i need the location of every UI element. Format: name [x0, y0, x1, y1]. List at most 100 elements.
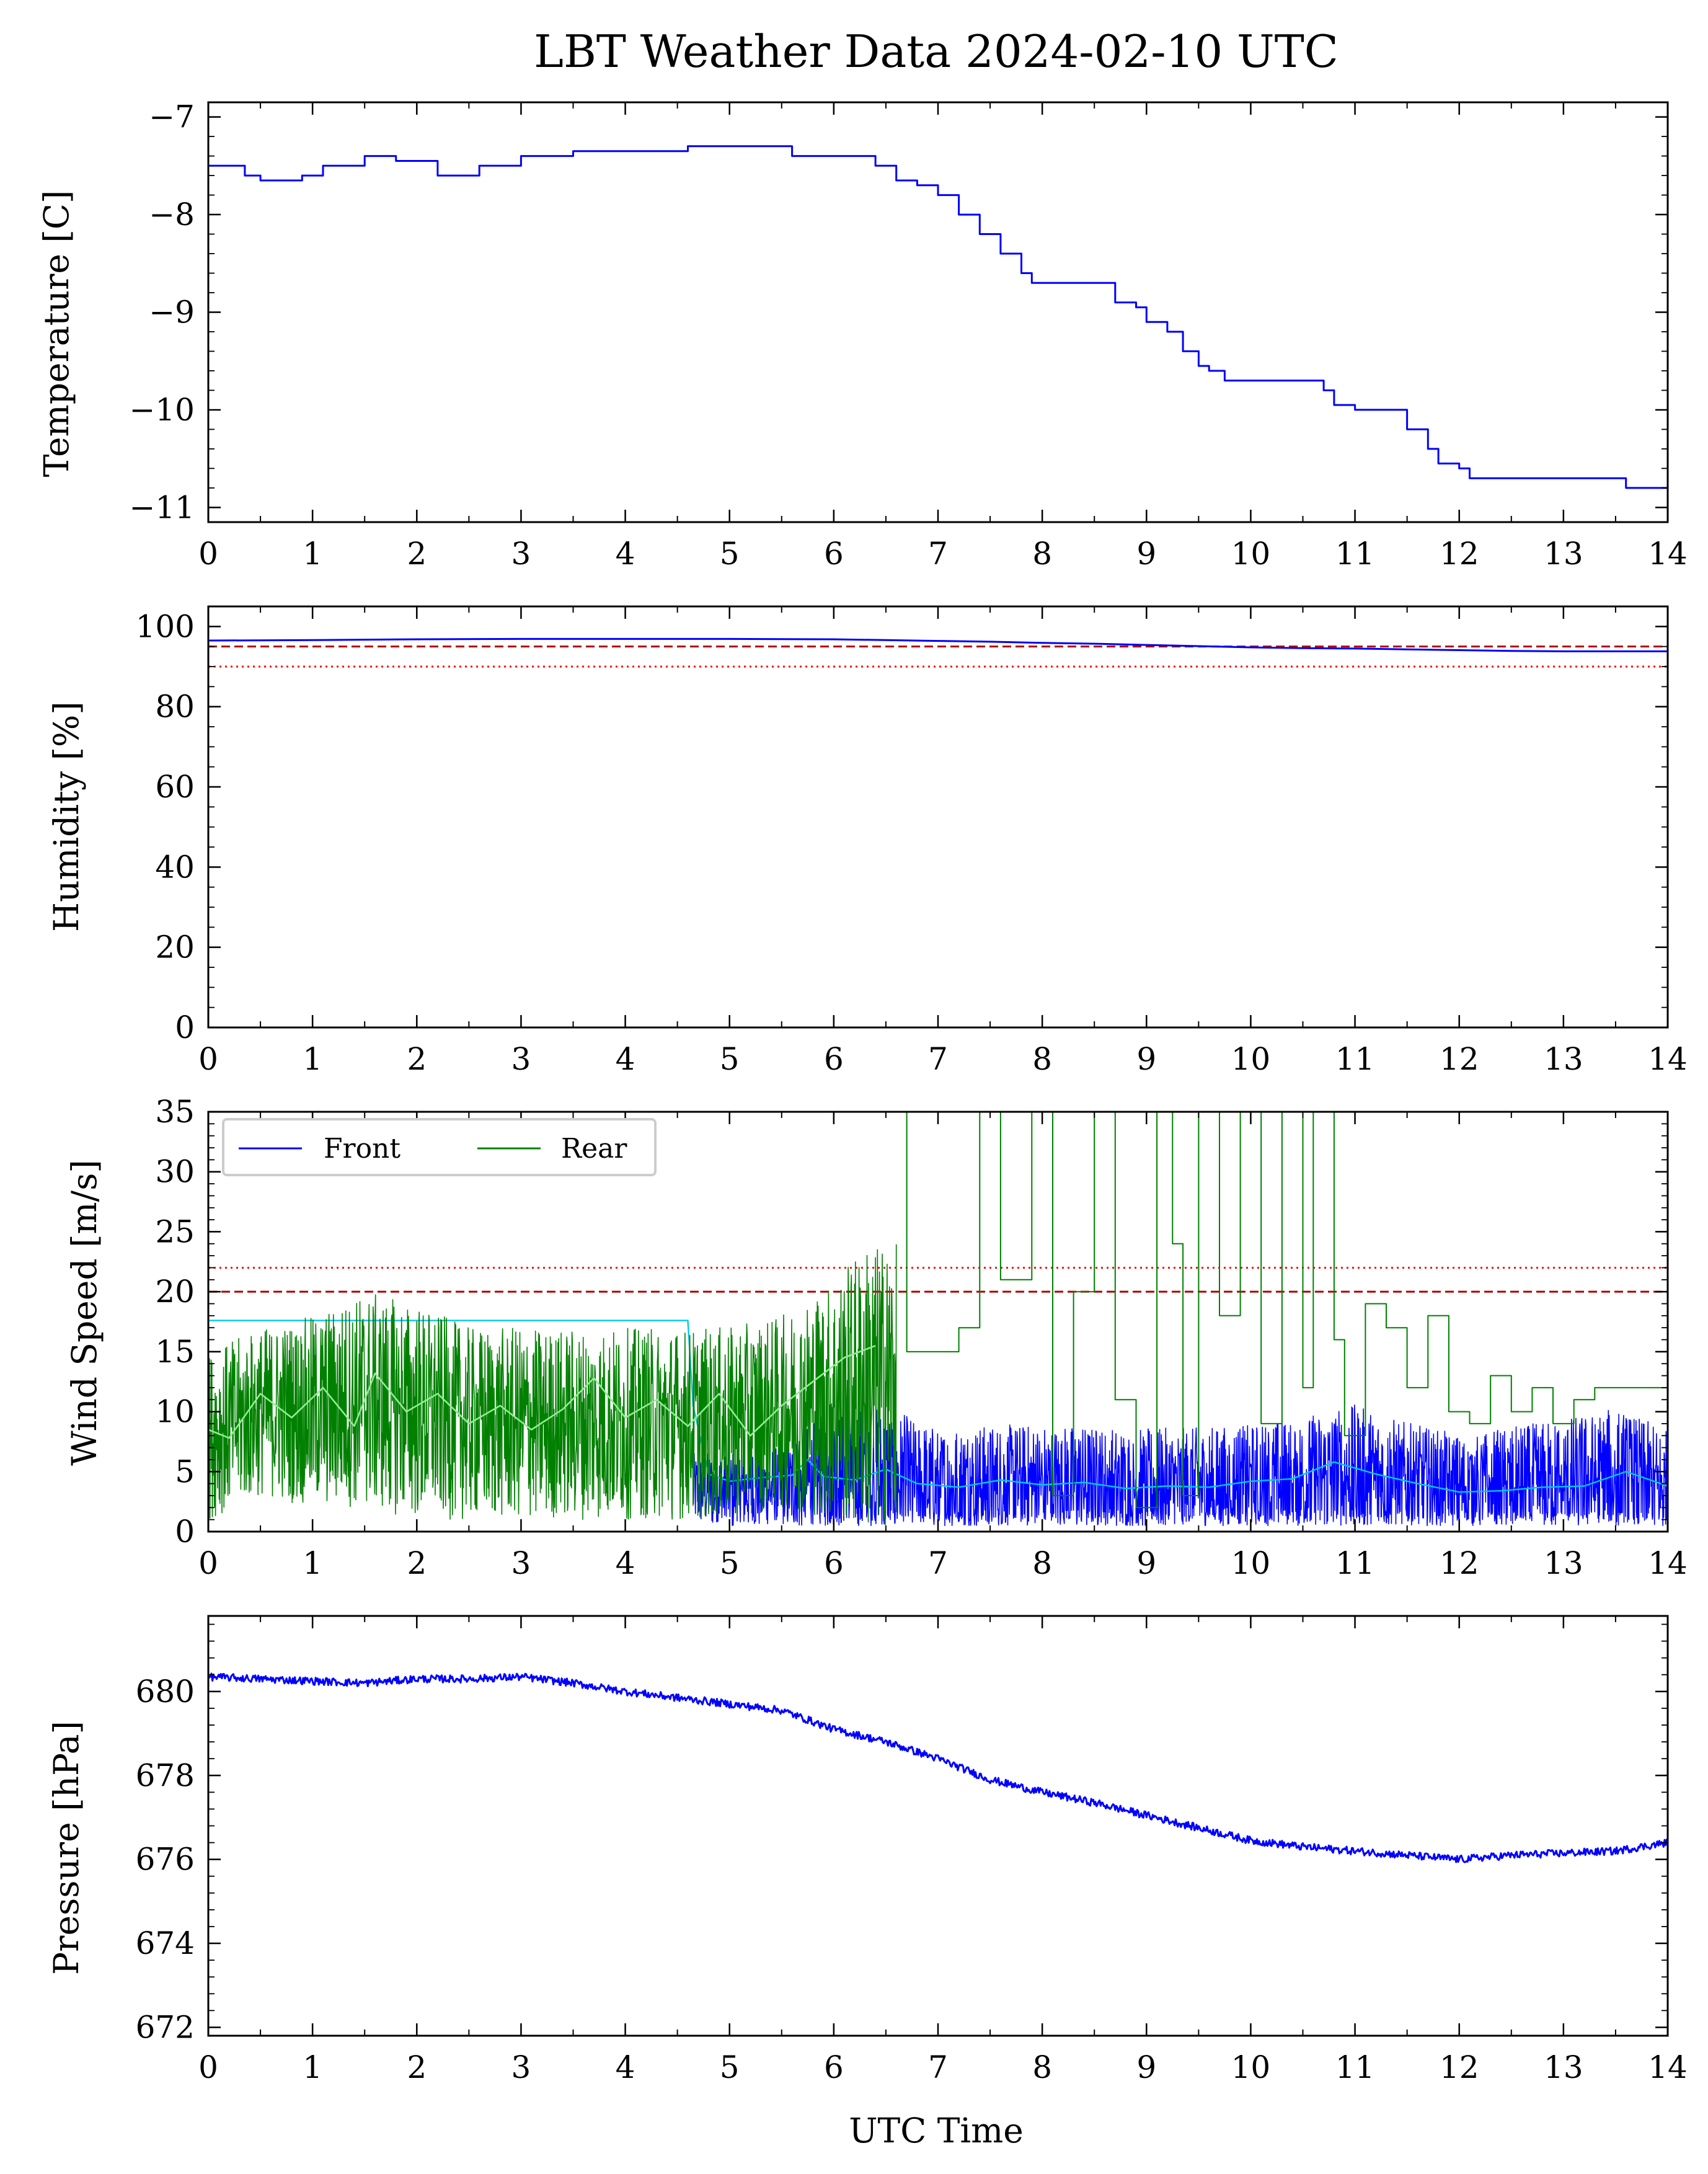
- pressure-xtick-label: 8: [1032, 2049, 1052, 2085]
- wind_speed-ytick-label: 0: [175, 1514, 195, 1550]
- wind_speed-xtick-label: 0: [198, 1545, 218, 1581]
- temperature-ytick-label: −9: [149, 295, 195, 331]
- wind_speed-series-rear-steps-line: [896, 1112, 1668, 1509]
- wind_speed-ytick-label: 20: [155, 1274, 195, 1310]
- humidity-xtick-label: 2: [407, 1041, 427, 1077]
- humidity-ylabel: Humidity [%]: [46, 701, 86, 932]
- humidity-series-0-line: [208, 637, 1668, 652]
- wind-speed-ylabel: Wind Speed [m/s]: [64, 1160, 104, 1466]
- pressure-panel: Pressure [hPa] 0 1 2 3 4 5 6 7 8 9 10 11 12 13 1467267…: [46, 1615, 1688, 2085]
- pressure-xtick-label: 6: [824, 2049, 844, 2085]
- pressure-xtick-label: 0: [198, 2049, 218, 2085]
- humidity-xtick-label: 3: [511, 1041, 531, 1077]
- wind_speed-xtick-label: 11: [1335, 1545, 1375, 1581]
- humidity-plot-area: [208, 637, 1668, 668]
- humidity-xtick-label: 0: [198, 1041, 218, 1077]
- temperature-xtick-label: 13: [1544, 536, 1583, 572]
- pressure-xtick-label: 10: [1231, 2049, 1271, 2085]
- wind_speed-xtick-label: 14: [1648, 1545, 1688, 1581]
- temperature-plot-area: [208, 145, 1668, 489]
- wind-speed-panel: Wind Speed [m/s] 0 1 2 3 4 5 6 7 8 9 10 11 12 13 14051…: [64, 1094, 1688, 1581]
- wind_speed-xtick-label: 7: [928, 1545, 948, 1581]
- wind_speed-xtick-label: 2: [407, 1545, 427, 1581]
- wind_speed-xtick-label: 6: [824, 1545, 844, 1581]
- pressure-series-0-line: [208, 1672, 1668, 1863]
- temperature-xtick-label: 1: [303, 536, 322, 572]
- temperature-xtick-label: 8: [1032, 536, 1052, 572]
- wind_speed-xtick-label: 8: [1032, 1545, 1052, 1581]
- temperature-xtick-label: 4: [616, 536, 635, 572]
- humidity-xtick-label: 9: [1136, 1041, 1156, 1077]
- wind_speed-xtick-label: 3: [511, 1545, 531, 1581]
- legend-frame: [222, 1118, 657, 1176]
- humidity-ytick-label: 80: [155, 689, 195, 725]
- pressure-ytick-label: 676: [136, 1842, 195, 1878]
- wind_speed-series-front-line: [692, 1404, 1668, 1527]
- pressure-xtick-label: 3: [511, 2049, 531, 2085]
- pressure-xtick-label: 12: [1440, 2049, 1479, 2085]
- wind_speed-ytick-label: 25: [155, 1213, 195, 1249]
- temperature-xtick-label: 7: [928, 536, 948, 572]
- temperature-xtick-label: 6: [824, 536, 844, 572]
- pressure-ytick-label: 680: [136, 1674, 195, 1710]
- temperature-xtick-label: 11: [1335, 536, 1375, 572]
- wind_speed-xtick-label: 9: [1136, 1545, 1156, 1581]
- humidity-xtick-label: 14: [1648, 1041, 1688, 1077]
- humidity-panel: Humidity [%] 0 1 2 3 4 5 6 7 8 9 10 11 12 13 140204060…: [46, 605, 1688, 1077]
- humidity-xtick-label: 6: [824, 1041, 844, 1077]
- wind_speed-series-rear-avg-line: [208, 1344, 876, 1439]
- pressure-xtick-label: 7: [928, 2049, 948, 2085]
- wind_speed-xtick-label: 10: [1231, 1545, 1271, 1581]
- humidity-xtick-label: 10: [1231, 1041, 1271, 1077]
- pressure-ytick-label: 678: [136, 1757, 195, 1793]
- pressure-xtick-label: 4: [616, 2049, 635, 2085]
- wind-legend: Front Rear: [222, 1118, 657, 1176]
- temperature-xtick-label: 2: [407, 536, 427, 572]
- pressure-xtick-label: 14: [1648, 2049, 1688, 2085]
- wind_speed-ytick-label: 35: [155, 1094, 195, 1130]
- temperature-xtick-label: 12: [1440, 536, 1479, 572]
- x-axis-label: UTC Time: [849, 2111, 1024, 2150]
- pressure-xtick-label: 13: [1544, 2049, 1583, 2085]
- humidity-ytick-label: 60: [155, 769, 195, 805]
- humidity-xtick-label: 5: [720, 1041, 740, 1077]
- temperature-xtick-label: 3: [511, 536, 531, 572]
- temperature-xtick-label: 14: [1648, 536, 1688, 572]
- temperature-ytick-label: −10: [129, 392, 195, 428]
- humidity-xtick-label: 1: [303, 1041, 322, 1077]
- pressure-xtick-label: 2: [407, 2049, 427, 2085]
- pressure-ylabel: Pressure [hPa]: [46, 1721, 86, 1975]
- wind_speed-ytick-label: 15: [155, 1334, 195, 1370]
- legend-rear-label: Rear: [561, 1133, 627, 1165]
- pressure-ytick-label: 672: [136, 2009, 195, 2045]
- wind_speed-plot-area: [208, 1112, 1668, 1527]
- humidity-xtick-label: 8: [1032, 1041, 1052, 1077]
- temperature-ytick-label: −11: [129, 489, 195, 525]
- pressure-plot-area: [208, 1672, 1668, 1863]
- humidity-xtick-label: 13: [1544, 1041, 1583, 1077]
- pressure-xtick-label: 1: [303, 2049, 322, 2085]
- humidity-ytick-label: 100: [136, 608, 195, 644]
- wind_speed-xtick-label: 4: [616, 1545, 635, 1581]
- humidity-ytick-label: 0: [175, 1009, 195, 1045]
- figure-title: LBT Weather Data 2024-02-10 UTC: [534, 25, 1339, 78]
- temperature-series-0-line: [208, 145, 1668, 489]
- humidity-xtick-label: 12: [1440, 1041, 1479, 1077]
- temperature-xtick-label: 5: [720, 536, 740, 572]
- temperature-ytick-label: −8: [149, 197, 195, 233]
- wind_speed-ytick-label: 5: [175, 1453, 195, 1489]
- wind_speed-xtick-label: 12: [1440, 1545, 1479, 1581]
- temperature-ytick-label: −7: [149, 99, 195, 135]
- legend-front-label: Front: [324, 1133, 400, 1165]
- wind_speed-xtick-label: 1: [303, 1545, 322, 1581]
- wind_speed-series-rear-line: [208, 1244, 897, 1525]
- temperature-xtick-label: 9: [1136, 536, 1156, 572]
- temperature-xtick-label: 0: [198, 536, 218, 572]
- humidity-xtick-label: 7: [928, 1041, 948, 1077]
- temperature-ylabel: Temperature [C]: [37, 190, 76, 477]
- wind_speed-xtick-label: 13: [1544, 1545, 1583, 1581]
- temperature-panel: Temperature [C] 0 1 2 3 4 5 6 7 8 9 10 11 12 13 14−7−8…: [37, 99, 1688, 572]
- wind_speed-ytick-label: 30: [155, 1154, 195, 1190]
